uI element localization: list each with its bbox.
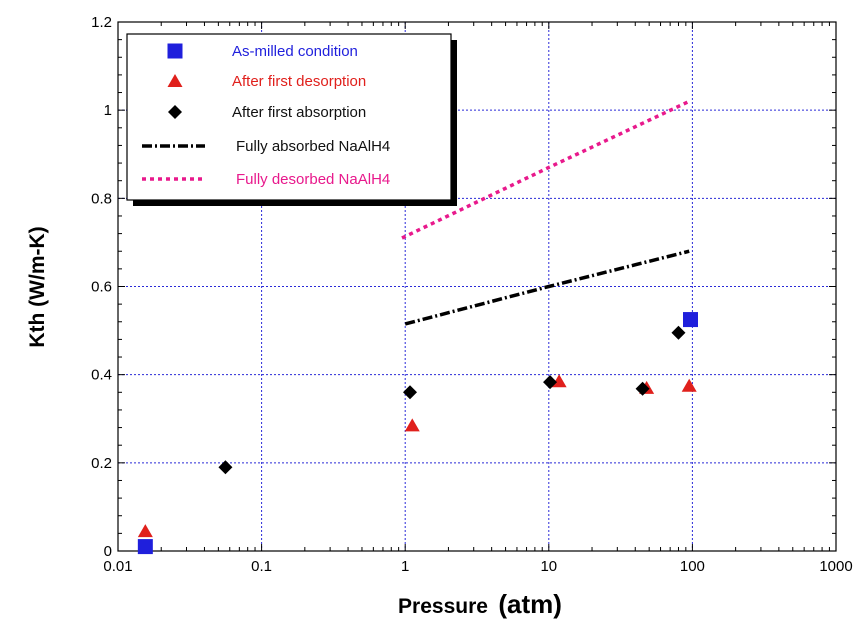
legend: As-milled condition After first desorptio…	[126, 33, 457, 206]
x-tick-label: 10	[540, 558, 557, 575]
series-1	[137, 374, 697, 538]
x-tick-label: 0.01	[103, 558, 132, 575]
data-point	[551, 374, 567, 388]
x-axis-title-unit: (atm)	[498, 589, 562, 619]
y-tick-label: 1.2	[91, 14, 112, 31]
legend-swatch	[168, 105, 182, 119]
x-axis-title-main: Pressure	[398, 595, 488, 618]
series-3	[404, 249, 690, 326]
data-point	[137, 524, 153, 538]
y-axis-title: Kth (W/m-K)	[26, 226, 49, 347]
data-point	[404, 418, 420, 432]
x-tick-label: 1	[401, 558, 409, 575]
data-point	[681, 378, 697, 392]
data-point	[635, 381, 650, 396]
x-tick-label: 1000	[819, 558, 852, 575]
series-4	[401, 99, 690, 240]
data-point	[671, 325, 686, 340]
data-point	[683, 312, 699, 328]
data-point	[543, 375, 558, 390]
y-tick-label: 1	[104, 102, 112, 119]
y-tick-label: 0.6	[91, 279, 112, 296]
legend-box	[126, 33, 452, 201]
series-layer	[137, 99, 699, 555]
plot-area	[117, 21, 837, 552]
tick-labels: 0.01 0.1 1 10 100 1000 0 0.2 0.4 0.6 0.8 1 1.2	[91, 14, 853, 575]
y-tick-label: 0.8	[91, 190, 112, 207]
legend-swatch	[167, 43, 183, 59]
legend-label: After first absorption	[232, 104, 366, 121]
data-point	[218, 460, 233, 475]
legend-label: After first desorption	[232, 73, 366, 90]
data-point	[137, 539, 153, 555]
minor-ticks	[117, 21, 836, 552]
x-axis-title: Pressure (atm)	[398, 589, 562, 619]
y-tick-label: 0.4	[91, 367, 112, 384]
x-tick-label: 100	[680, 558, 705, 575]
y-tick-label: 0.2	[91, 455, 112, 472]
legend-label: As-milled condition	[232, 43, 358, 60]
legend-swatch	[167, 74, 183, 87]
legend-label: Fully absorbed NaAlH4	[236, 138, 390, 155]
legend-label: Fully desorbed NaAlH4	[236, 171, 390, 188]
series-line	[404, 249, 690, 326]
y-tick-label: 0	[104, 543, 112, 560]
data-point	[402, 385, 417, 400]
series-2	[218, 325, 686, 475]
series-0	[137, 312, 699, 555]
x-tick-label: 0.1	[251, 558, 272, 575]
series-line	[401, 99, 690, 240]
